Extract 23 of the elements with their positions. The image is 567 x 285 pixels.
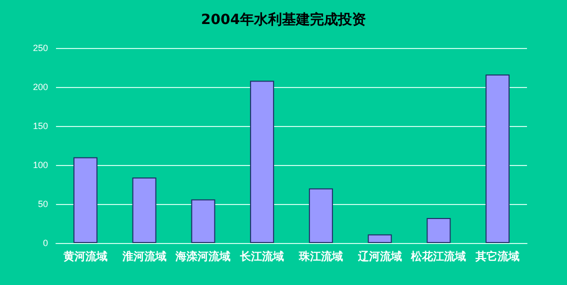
y-tick-label: 0 bbox=[42, 238, 48, 248]
y-tick-label: 50 bbox=[38, 199, 48, 209]
x-tick-label: 松花江流域 bbox=[410, 250, 466, 263]
bar bbox=[308, 188, 333, 243]
y-tick-label: 250 bbox=[32, 43, 48, 53]
y-tick-label: 200 bbox=[32, 82, 48, 92]
y-tick-label: 150 bbox=[32, 121, 48, 131]
bar bbox=[486, 74, 510, 243]
x-tick-label: 海滦河流域 bbox=[174, 250, 231, 263]
bar bbox=[426, 218, 451, 243]
x-tick-label: 珠江流域 bbox=[298, 250, 343, 263]
y-tick-label: 100 bbox=[32, 160, 48, 170]
bar bbox=[73, 157, 98, 243]
bar bbox=[132, 177, 156, 243]
x-tick-label: 黄河流域 bbox=[62, 250, 108, 263]
chart-title: 2004年水利基建完成投资 bbox=[201, 11, 366, 28]
bar bbox=[250, 80, 274, 243]
x-tick-label: 辽河流域 bbox=[356, 250, 402, 263]
bar bbox=[191, 199, 216, 243]
x-tick-label: 长江流域 bbox=[239, 250, 284, 263]
x-tick-label: 其它流域 bbox=[474, 250, 520, 263]
bar bbox=[368, 234, 392, 243]
x-tick-label: 淮河流域 bbox=[121, 250, 166, 263]
